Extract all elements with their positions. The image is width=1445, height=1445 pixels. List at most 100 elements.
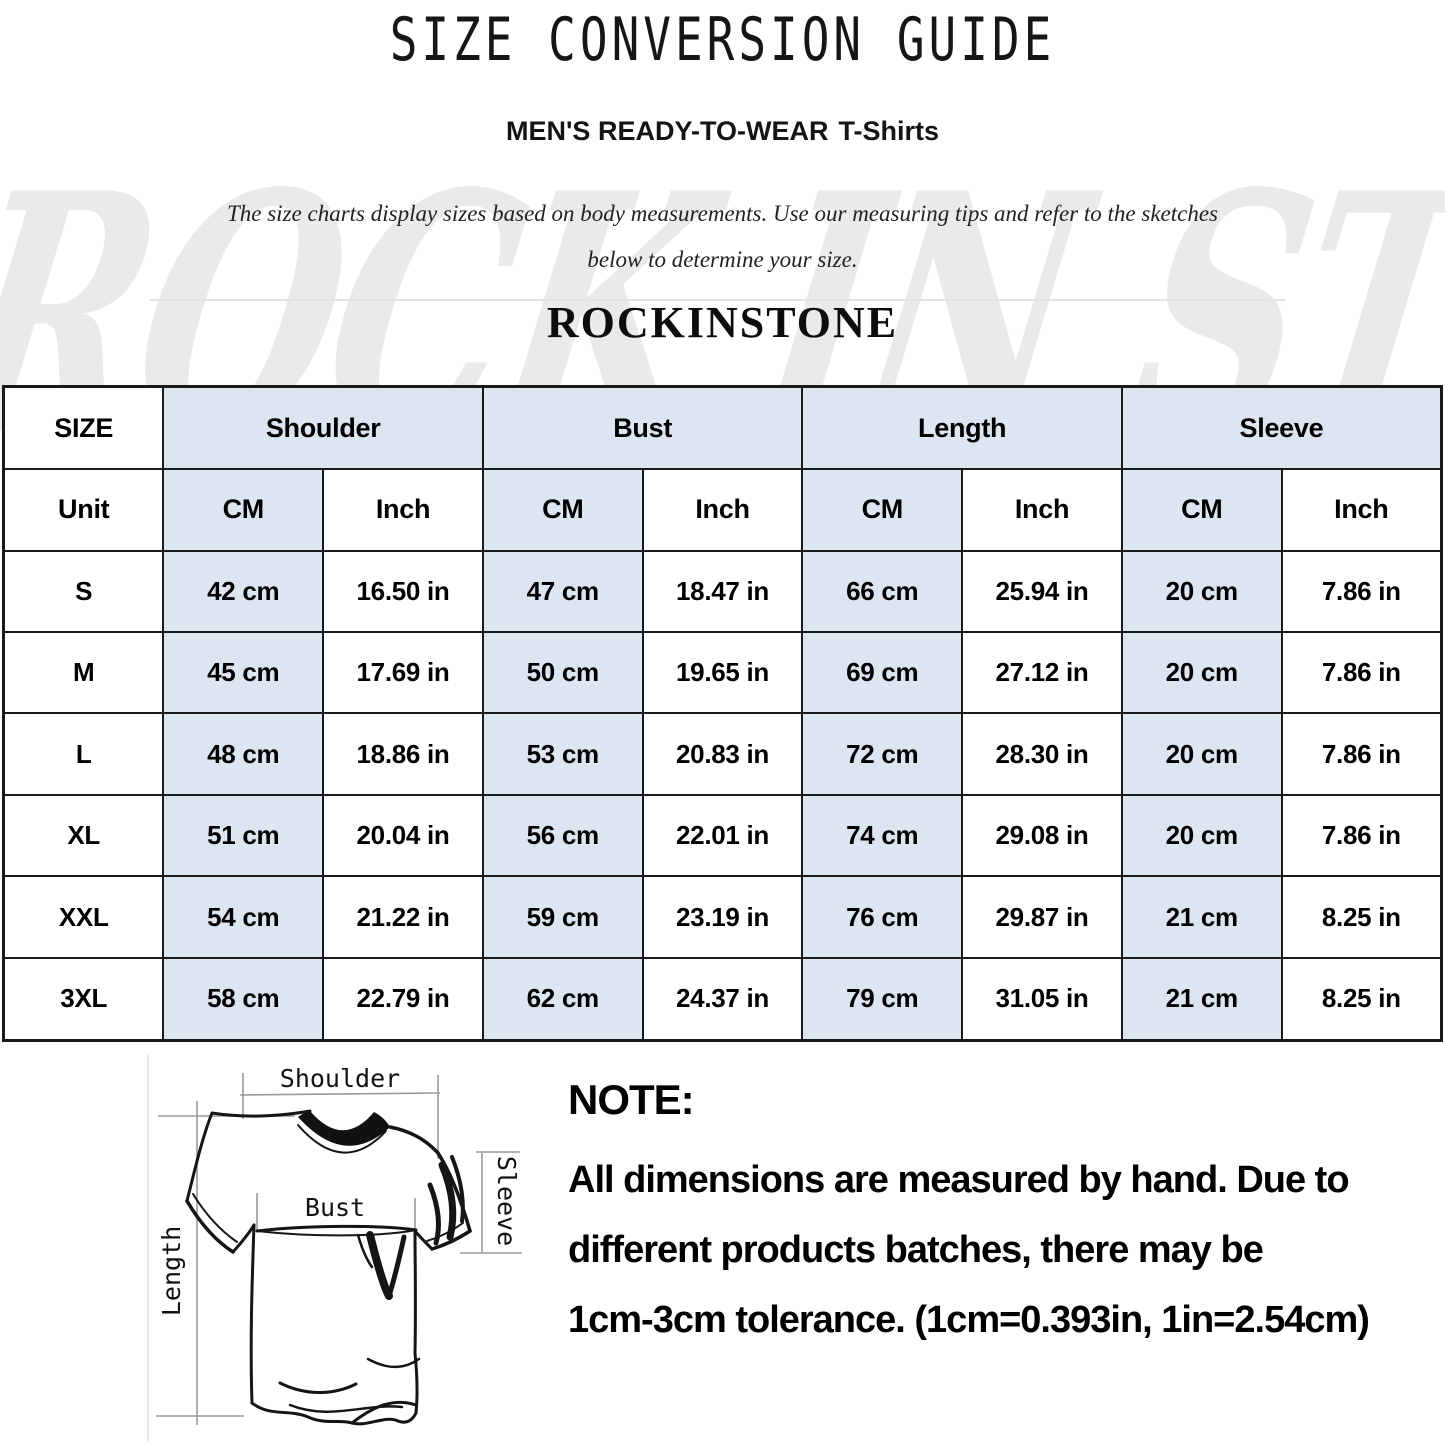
value-cell: 79 cm (801, 956, 964, 1042)
bust-label: Bust (305, 1193, 365, 1222)
value-cell: 7.86 in (1280, 712, 1443, 796)
value-cell: 20 cm (1120, 549, 1283, 634)
value-cell: 74 cm (801, 793, 964, 878)
value-cell: 42 cm (162, 549, 325, 634)
value-cell: 76 cm (801, 875, 964, 959)
value-cell: 21 cm (1120, 875, 1283, 959)
length-label: Length (157, 1226, 186, 1316)
table-group-header-row: SIZE Shoulder Bust Length Sleeve (2, 385, 1443, 471)
page-subtitle: MEN'S READY-TO-WEAR T-Shirts (0, 116, 1445, 147)
size-cell: L (2, 712, 165, 796)
value-cell: 24.37 in (641, 956, 804, 1042)
value-cell: 51 cm (162, 793, 325, 878)
cm-header-cell: CM (162, 468, 325, 552)
value-cell: 20 cm (1120, 793, 1283, 878)
size-cell: XL (2, 793, 165, 878)
subtitle-secondary: T-Shirts (838, 116, 939, 146)
value-cell: 20 cm (1120, 712, 1283, 796)
sleeve-label: Sleeve (492, 1156, 521, 1246)
table-row-l: L 48 cm 18.86 in 53 cm 20.83 in 72 cm 28… (2, 712, 1443, 796)
value-cell: 7.86 in (1280, 793, 1443, 878)
note-line-3: 1cm-3cm tolerance. (1cm=0.393in, 1in=2.5… (568, 1299, 1370, 1341)
value-cell: 25.94 in (961, 549, 1123, 634)
description-line-1: The size charts display sizes based on b… (226, 201, 1219, 226)
cm-header-cell: CM (1120, 468, 1283, 552)
description-line-2: below to determine your size. (587, 247, 858, 272)
table-row-s: S 42 cm 16.50 in 47 cm 18.47 in 66 cm 25… (2, 549, 1443, 634)
value-cell: 58 cm (162, 956, 325, 1042)
value-cell: 48 cm (162, 712, 325, 796)
value-cell: 47 cm (481, 549, 644, 634)
size-cell: M (2, 631, 165, 715)
value-cell: 17.69 in (322, 631, 484, 715)
description: The size charts display sizes based on b… (0, 191, 1445, 283)
group-header-bust: Bust (481, 385, 804, 471)
table-row-m: M 45 cm 17.69 in 50 cm 19.65 in 69 cm 27… (2, 631, 1443, 715)
cm-header-cell: CM (801, 468, 964, 552)
inch-header-cell: Inch (961, 468, 1123, 552)
table-row-xxl: XXL 54 cm 21.22 in 59 cm 23.19 in 76 cm … (2, 875, 1443, 959)
note-line-1: All dimensions are measured by hand. Due… (568, 1159, 1350, 1201)
value-cell: 31.05 in (961, 956, 1123, 1042)
value-cell: 72 cm (801, 712, 964, 796)
size-cell: XXL (2, 875, 165, 959)
table-row-3xl: 3XL 58 cm 22.79 in 62 cm 24.37 in 79 cm … (2, 956, 1443, 1042)
value-cell: 29.87 in (961, 875, 1123, 959)
subtitle-main: MEN'S READY-TO-WEAR (506, 116, 829, 146)
group-header-shoulder: Shoulder (162, 385, 484, 471)
value-cell: 54 cm (162, 875, 325, 959)
value-cell: 20 cm (1120, 631, 1283, 715)
value-cell: 20.04 in (322, 793, 484, 878)
brand-name: ROCKINSTONE (546, 298, 899, 347)
value-cell: 45 cm (162, 631, 325, 715)
note-line-2: different products batches, there may be (568, 1229, 1264, 1271)
value-cell: 21 cm (1120, 956, 1283, 1042)
value-cell: 18.86 in (322, 712, 484, 796)
value-cell: 18.47 in (641, 549, 804, 634)
value-cell: 7.86 in (1280, 631, 1443, 715)
inch-header-cell: Inch (1280, 468, 1443, 552)
cm-header-cell: CM (481, 468, 644, 552)
note-section: NOTE: All dimensions are measured by han… (568, 1078, 1428, 1368)
value-cell: 28.30 in (961, 712, 1123, 796)
value-cell: 16.50 in (322, 549, 484, 634)
table-row-xl: XL 51 cm 20.04 in 56 cm 22.01 in 74 cm 2… (2, 793, 1443, 878)
value-cell: 19.65 in (641, 631, 804, 715)
value-cell: 53 cm (481, 712, 644, 796)
tshirt-sketch (185, 1109, 472, 1426)
group-header-length: Length (801, 385, 1123, 471)
value-cell: 8.25 in (1280, 956, 1443, 1042)
tshirt-measurement-diagram: Shoulder Bust Length Sleeve (147, 1055, 522, 1441)
value-cell: 62 cm (481, 956, 644, 1042)
corner-header-cell: SIZE (2, 385, 165, 471)
inch-header-cell: Inch (641, 468, 804, 552)
dimension-lines (156, 1073, 522, 1425)
value-cell: 8.25 in (1280, 875, 1443, 959)
value-cell: 23.19 in (641, 875, 804, 959)
value-cell: 22.01 in (641, 793, 804, 878)
size-cell: 3XL (2, 956, 165, 1042)
table-unit-row: Unit CM Inch CM Inch CM Inch CM Inch (2, 468, 1443, 552)
note-heading: NOTE: (568, 1076, 695, 1123)
size-conversion-table: SIZE Shoulder Bust Length Sleeve Unit CM… (2, 385, 1443, 1042)
value-cell: 22.79 in (322, 956, 484, 1042)
unit-label-cell: Unit (2, 468, 165, 552)
divider-line (150, 299, 1285, 301)
value-cell: 69 cm (801, 631, 964, 715)
value-cell: 21.22 in (322, 875, 484, 959)
value-cell: 7.86 in (1280, 549, 1443, 634)
value-cell: 50 cm (481, 631, 644, 715)
value-cell: 20.83 in (641, 712, 804, 796)
inch-header-cell: Inch (322, 468, 484, 552)
value-cell: 29.08 in (961, 793, 1123, 878)
value-cell: 66 cm (801, 549, 964, 634)
page-title: SIZE CONVERSION GUIDE (389, 4, 1056, 75)
value-cell: 56 cm (481, 793, 644, 878)
value-cell: 59 cm (481, 875, 644, 959)
value-cell: 27.12 in (961, 631, 1123, 715)
collar (298, 1111, 390, 1146)
size-cell: S (2, 549, 165, 634)
shoulder-label: Shoulder (280, 1064, 400, 1093)
group-header-sleeve: Sleeve (1120, 385, 1443, 471)
